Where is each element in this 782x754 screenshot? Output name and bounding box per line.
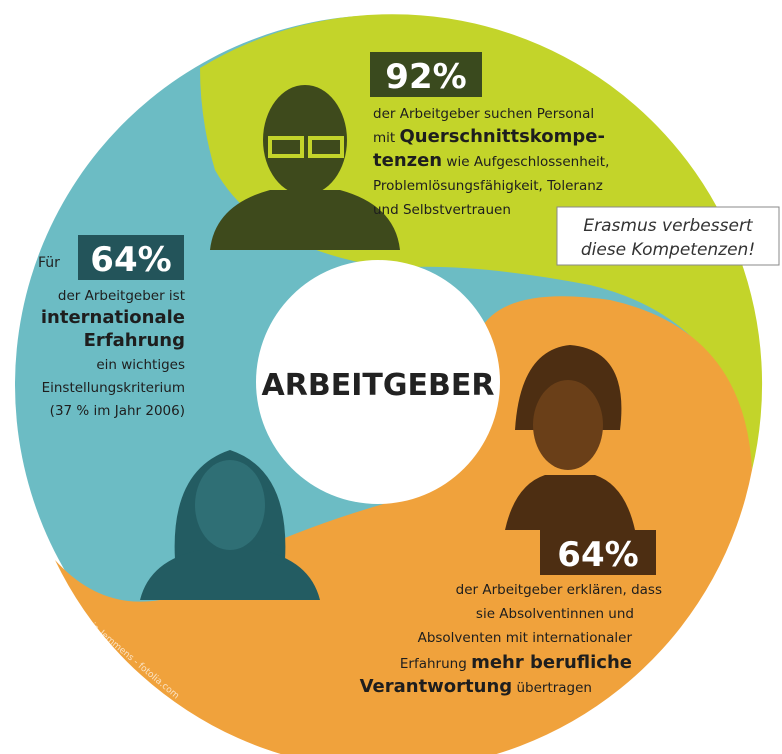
text-line: tenzen wie Aufgeschlossenheit, xyxy=(373,150,609,171)
text: ein wichtiges xyxy=(96,357,185,373)
text: Absolventen mit internationaler xyxy=(418,630,633,646)
text: Problemlösungsfähigkeit, Toleranz xyxy=(373,178,603,194)
bold-text: Querschnittskompe- xyxy=(400,126,605,147)
texts: der Arbeitgeber suchen Personal mit Quers… xyxy=(41,106,662,697)
center-circle xyxy=(256,260,500,504)
text-line: Problemlösungsfähigkeit, Toleranz xyxy=(373,178,603,194)
woman-right-icon xyxy=(505,345,635,530)
text-line: der Arbeitgeber erklären, dass xyxy=(456,582,662,598)
callout: Erasmus verbessert xyxy=(583,216,754,236)
text: mit xyxy=(373,130,400,146)
woman-left-icon xyxy=(140,450,320,600)
percent: 64% xyxy=(557,535,638,575)
text-line: internationale xyxy=(41,307,185,328)
man-icon xyxy=(210,85,400,250)
callout: diese Kompetenzen! xyxy=(581,240,755,260)
percent: 64% xyxy=(90,240,171,280)
text-line: sie Absolventinnen und xyxy=(476,606,634,622)
bold-text: internationale xyxy=(41,307,185,328)
bold-text: Erfahrung xyxy=(84,330,185,351)
text: Einstellungskriterium xyxy=(42,380,185,396)
text: der Arbeitgeber erklären, dass xyxy=(456,582,662,598)
text-line: Absolventen mit internationaler xyxy=(418,630,633,646)
center-label: ARBEITGEBER xyxy=(262,368,495,403)
text-line: und Selbstvertrauen xyxy=(373,202,511,218)
text-line: Verantwortung übertragen xyxy=(360,676,592,697)
percent-box xyxy=(540,530,656,575)
text-line: Erfahrung xyxy=(84,330,185,351)
text: und Selbstvertrauen xyxy=(373,202,511,218)
text-line: Einstellungskriterium xyxy=(42,380,185,396)
text-line: der Arbeitgeber ist xyxy=(58,288,185,304)
text-line: (37 % im Jahr 2006) xyxy=(50,403,185,419)
bold-text: Verantwortung xyxy=(360,676,513,697)
text-line: Erfahrung mehr berufliche xyxy=(400,652,632,673)
text-line: der Arbeitgeber suchen Personal xyxy=(373,106,594,122)
text-line: mit Querschnittskompe- xyxy=(373,126,605,147)
percent-box xyxy=(78,235,184,280)
text: der Arbeitgeber ist xyxy=(58,288,185,304)
bold-text: mehr berufliche xyxy=(471,652,632,673)
text: Erfahrung xyxy=(400,656,471,672)
text: der Arbeitgeber suchen Personal xyxy=(373,106,594,122)
callout-box xyxy=(556,206,780,266)
bold-text: tenzen xyxy=(373,150,442,171)
prefix: Für xyxy=(38,255,60,271)
percent-box xyxy=(370,52,482,97)
text: (37 % im Jahr 2006) xyxy=(50,403,185,419)
text: sie Absolventinnen und xyxy=(476,606,634,622)
percent: 92% xyxy=(385,57,466,97)
text-line: ein wichtiges xyxy=(96,357,185,373)
text: wie Aufgeschlossenheit, xyxy=(442,154,609,170)
text: übertragen xyxy=(512,680,592,696)
